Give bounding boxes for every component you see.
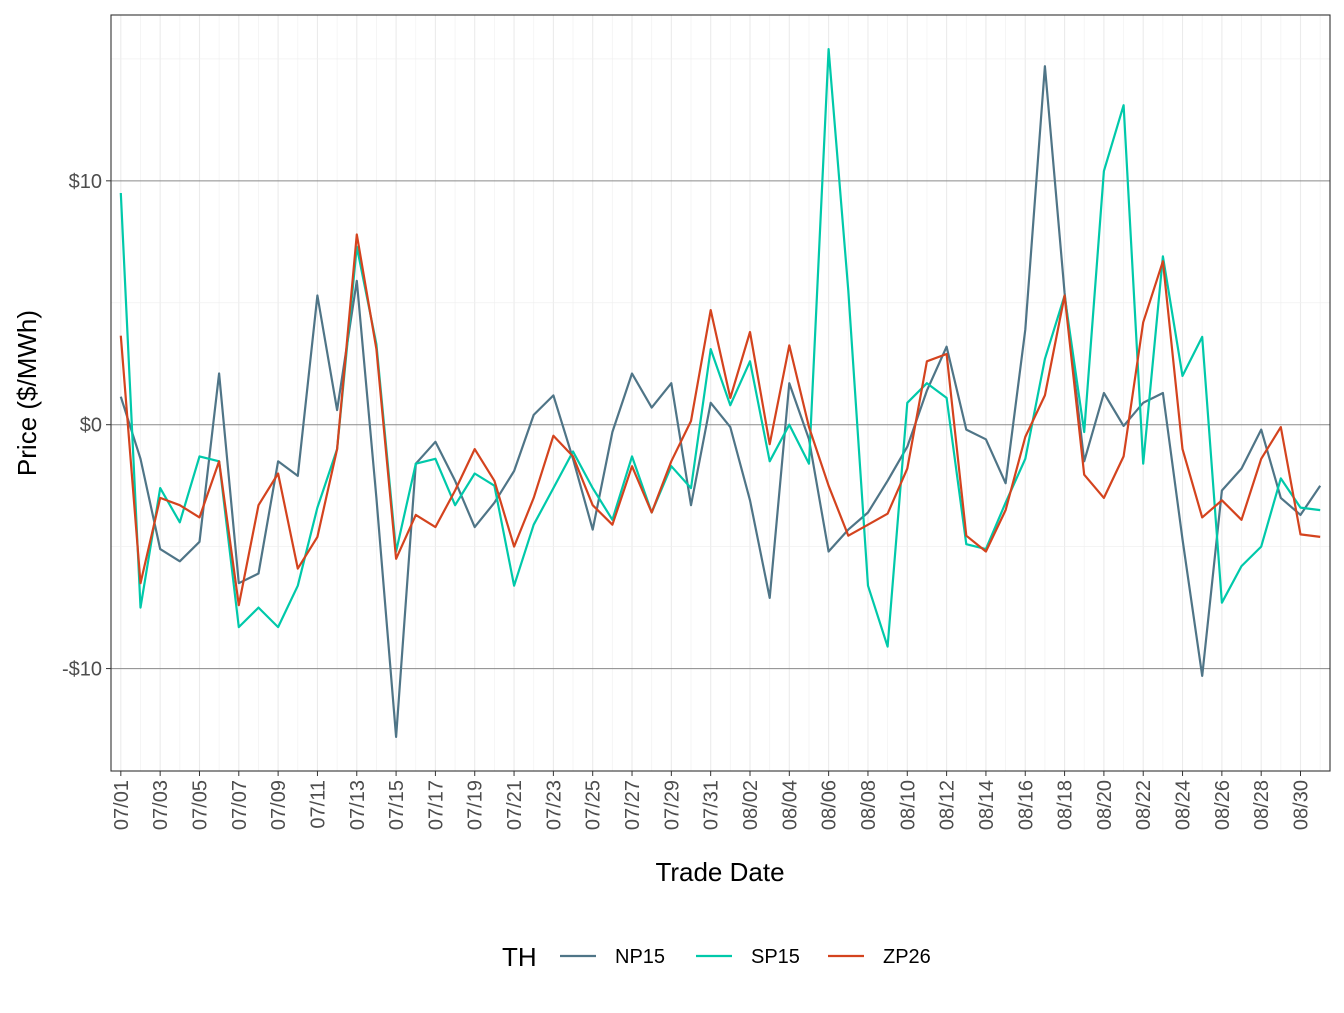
y-tick-label: $10 xyxy=(69,171,102,193)
x-tick-label: 07/13 xyxy=(347,780,369,830)
x-tick-label: 08/16 xyxy=(1015,780,1037,830)
x-tick-label: 08/18 xyxy=(1055,780,1077,830)
x-tick-label: 07/21 xyxy=(504,780,526,830)
plot-panel-border xyxy=(110,14,1331,772)
series-line-sp15 xyxy=(119,47,1321,648)
x-tick-label: 08/28 xyxy=(1251,780,1273,830)
x-tick-label: 08/20 xyxy=(1094,780,1116,830)
x-tick-label: 07/23 xyxy=(543,780,565,830)
x-tick-label: 07/07 xyxy=(229,780,251,830)
x-axis-label: Trade Date xyxy=(655,857,784,887)
x-tick-label: 07/27 xyxy=(622,780,644,830)
x-tick-label: 07/15 xyxy=(386,780,408,830)
x-tick-label: 07/29 xyxy=(661,780,683,830)
series-lines xyxy=(119,47,1322,739)
x-axis: 07/01 07/03 07/05 07/07 07/09 07/11 07/13 07/15… xyxy=(111,771,1313,830)
x-tick-label: 08/14 xyxy=(976,780,998,830)
legend-title: TH xyxy=(502,942,537,972)
x-tick-label: 08/06 xyxy=(819,780,841,830)
series-line-zp26 xyxy=(119,233,1321,607)
x-tick-label: 07/11 xyxy=(307,780,329,829)
x-tick-label: 08/26 xyxy=(1212,780,1234,830)
x-tick-label: 07/31 xyxy=(701,780,723,830)
x-tick-label: 08/24 xyxy=(1173,780,1195,830)
x-tick-label: 07/17 xyxy=(425,780,447,830)
x-tick-label: 07/25 xyxy=(583,780,605,830)
y-axis-label: Price ($/MWh) xyxy=(12,310,42,476)
x-tick-label: 08/22 xyxy=(1133,780,1155,830)
x-tick-label: 07/03 xyxy=(150,780,172,830)
x-tick-label: 08/02 xyxy=(740,780,762,830)
x-tick-label: 08/12 xyxy=(937,780,959,830)
y-tick-label: $0 xyxy=(80,415,102,437)
legend: TH NP15 SP15 ZP26 xyxy=(502,942,931,972)
x-tick-label: 07/09 xyxy=(268,780,290,830)
x-tick-label: 07/19 xyxy=(465,780,487,830)
x-tick-label: 07/05 xyxy=(189,780,211,830)
y-axis: -$10 $0 $10 xyxy=(62,171,111,681)
x-tick-label: 08/08 xyxy=(858,780,880,830)
x-tick-label: 08/30 xyxy=(1291,780,1313,830)
x-tick-label: 08/10 xyxy=(897,780,919,830)
legend-label-np15: NP15 xyxy=(615,946,665,968)
y-tick-label: -$10 xyxy=(62,659,102,681)
series-line-np15 xyxy=(119,65,1322,739)
legend-label-sp15: SP15 xyxy=(751,946,800,968)
x-tick-label: 08/04 xyxy=(779,780,801,830)
legend-label-zp26: ZP26 xyxy=(883,946,931,968)
x-tick-label: 07/01 xyxy=(111,780,133,830)
grid xyxy=(111,15,1330,771)
